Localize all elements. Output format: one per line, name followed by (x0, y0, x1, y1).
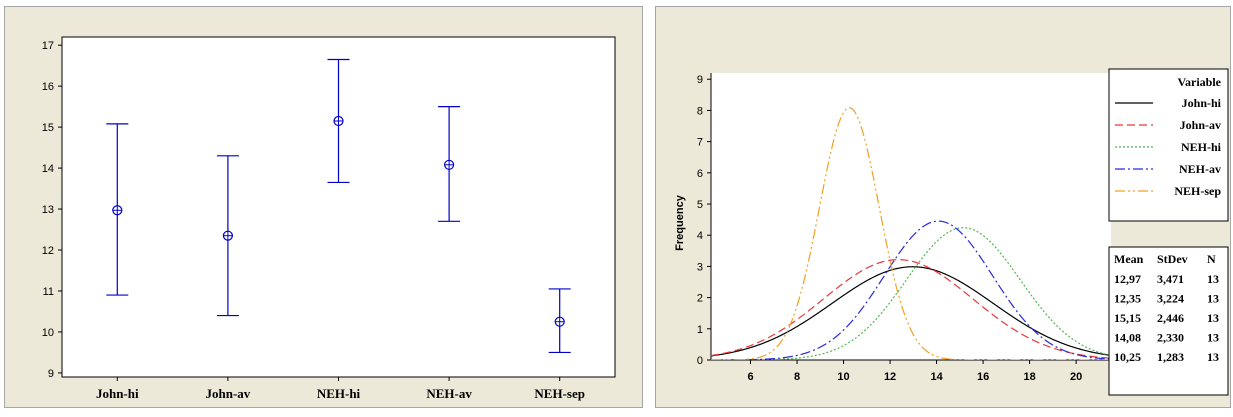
legend-label: NEH-av (1179, 162, 1221, 176)
x-tick-label: 10 (837, 371, 849, 383)
interval-plot-panel: 9 10 11 12 13 14 15 16 17 John-hi John-av NEH-hi NEH… (4, 6, 643, 408)
legend-label: NEH-sep (1174, 184, 1221, 198)
x-tick-label: 12 (884, 371, 896, 383)
plot-area (711, 73, 1111, 360)
stats-cell-mean: 10,25 (1114, 350, 1141, 364)
x-tick-label: 8 (794, 371, 800, 383)
series-curve-john-hi (711, 266, 1111, 357)
legend-box (1108, 68, 1229, 222)
y-tick-label: 12 (42, 245, 54, 257)
x-tick-label: 20 (1070, 371, 1082, 383)
interval-bar (327, 58, 350, 184)
legend-label: John-av (1180, 118, 1221, 132)
stats-header: N (1207, 252, 1216, 266)
series-curve-neh-sep (711, 107, 1111, 360)
stats-cell-stdev: 3,224 (1157, 292, 1184, 306)
y-tick-label: 9 (48, 368, 54, 380)
interval-bar (438, 106, 461, 222)
stats-cell-stdev: 3,471 (1157, 272, 1184, 286)
stats-cell-n: 13 (1207, 292, 1219, 306)
interval-plot: 9 10 11 12 13 14 15 16 17 John-hi John-av NEH-hi NEH… (42, 36, 616, 401)
stats-cell-mean: 12,97 (1114, 272, 1141, 286)
y-tick-label: 8 (697, 105, 703, 117)
category-label: NEH-sep (534, 386, 585, 401)
stats-cell-mean: 15,15 (1114, 311, 1141, 325)
x-tick-label: 6 (747, 371, 753, 383)
stats-cell-stdev: 2,446 (1157, 311, 1184, 325)
y-tick-label: 17 (42, 40, 54, 52)
legend-label: NEH-hi (1181, 140, 1222, 154)
y-tick-label: 3 (697, 261, 703, 273)
stats-cell-n: 13 (1207, 272, 1219, 286)
series-curve-neh-av (711, 220, 1111, 360)
y-tick-label: 14 (42, 163, 54, 175)
stats-cell-n: 13 (1207, 350, 1219, 364)
category-label: NEH-av (426, 386, 472, 401)
stats-cell-mean: 14,08 (1114, 331, 1141, 345)
stats-cell-stdev: 1,283 (1157, 350, 1184, 364)
stats-cell-mean: 12,35 (1114, 292, 1141, 306)
y-tick-label: 2 (697, 293, 703, 305)
y-tick-label: 6 (697, 168, 703, 180)
interval-bar (216, 155, 239, 317)
y-tick-label: 16 (42, 81, 54, 93)
frequency-plot-panel: 0 1 2 3 4 5 6 7 8 9 6 8 10 12 14 16 18 20 Frequency Variabl… (655, 6, 1231, 408)
x-tick-label: 14 (930, 371, 943, 383)
stats-cell-n: 13 (1207, 311, 1219, 325)
stats-header: StDev (1157, 252, 1188, 266)
y-tick-label: 9 (697, 74, 703, 86)
category-label: John-av (206, 386, 251, 401)
stats-cell-n: 13 (1207, 331, 1219, 345)
y-tick-label: 13 (42, 204, 54, 216)
series-curve-john-av (711, 259, 1111, 359)
x-tick-label: 18 (1023, 371, 1035, 383)
interval-bar (548, 288, 571, 354)
legend-label: John-hi (1182, 96, 1222, 110)
y-tick-label: 11 (43, 286, 54, 298)
y-axis-label: Frequency (674, 194, 686, 251)
y-tick-label: 15 (42, 122, 54, 134)
stats-cell-stdev: 2,330 (1157, 331, 1184, 345)
interval-bar (106, 123, 129, 296)
stats-table (1108, 246, 1229, 396)
y-tick-label: 0 (697, 355, 703, 367)
y-tick-label: 10 (42, 327, 54, 339)
y-tick-label: 4 (697, 230, 703, 242)
y-tick-label: 1 (697, 324, 703, 336)
y-tick-label: 5 (697, 199, 703, 211)
category-label: John-hi (96, 386, 139, 401)
legend-title: Variable (1177, 75, 1221, 89)
category-label: NEH-hi (317, 386, 361, 401)
x-tick-label: 16 (977, 371, 989, 383)
stats-header: Mean (1114, 252, 1144, 266)
y-tick-label: 7 (697, 137, 703, 149)
